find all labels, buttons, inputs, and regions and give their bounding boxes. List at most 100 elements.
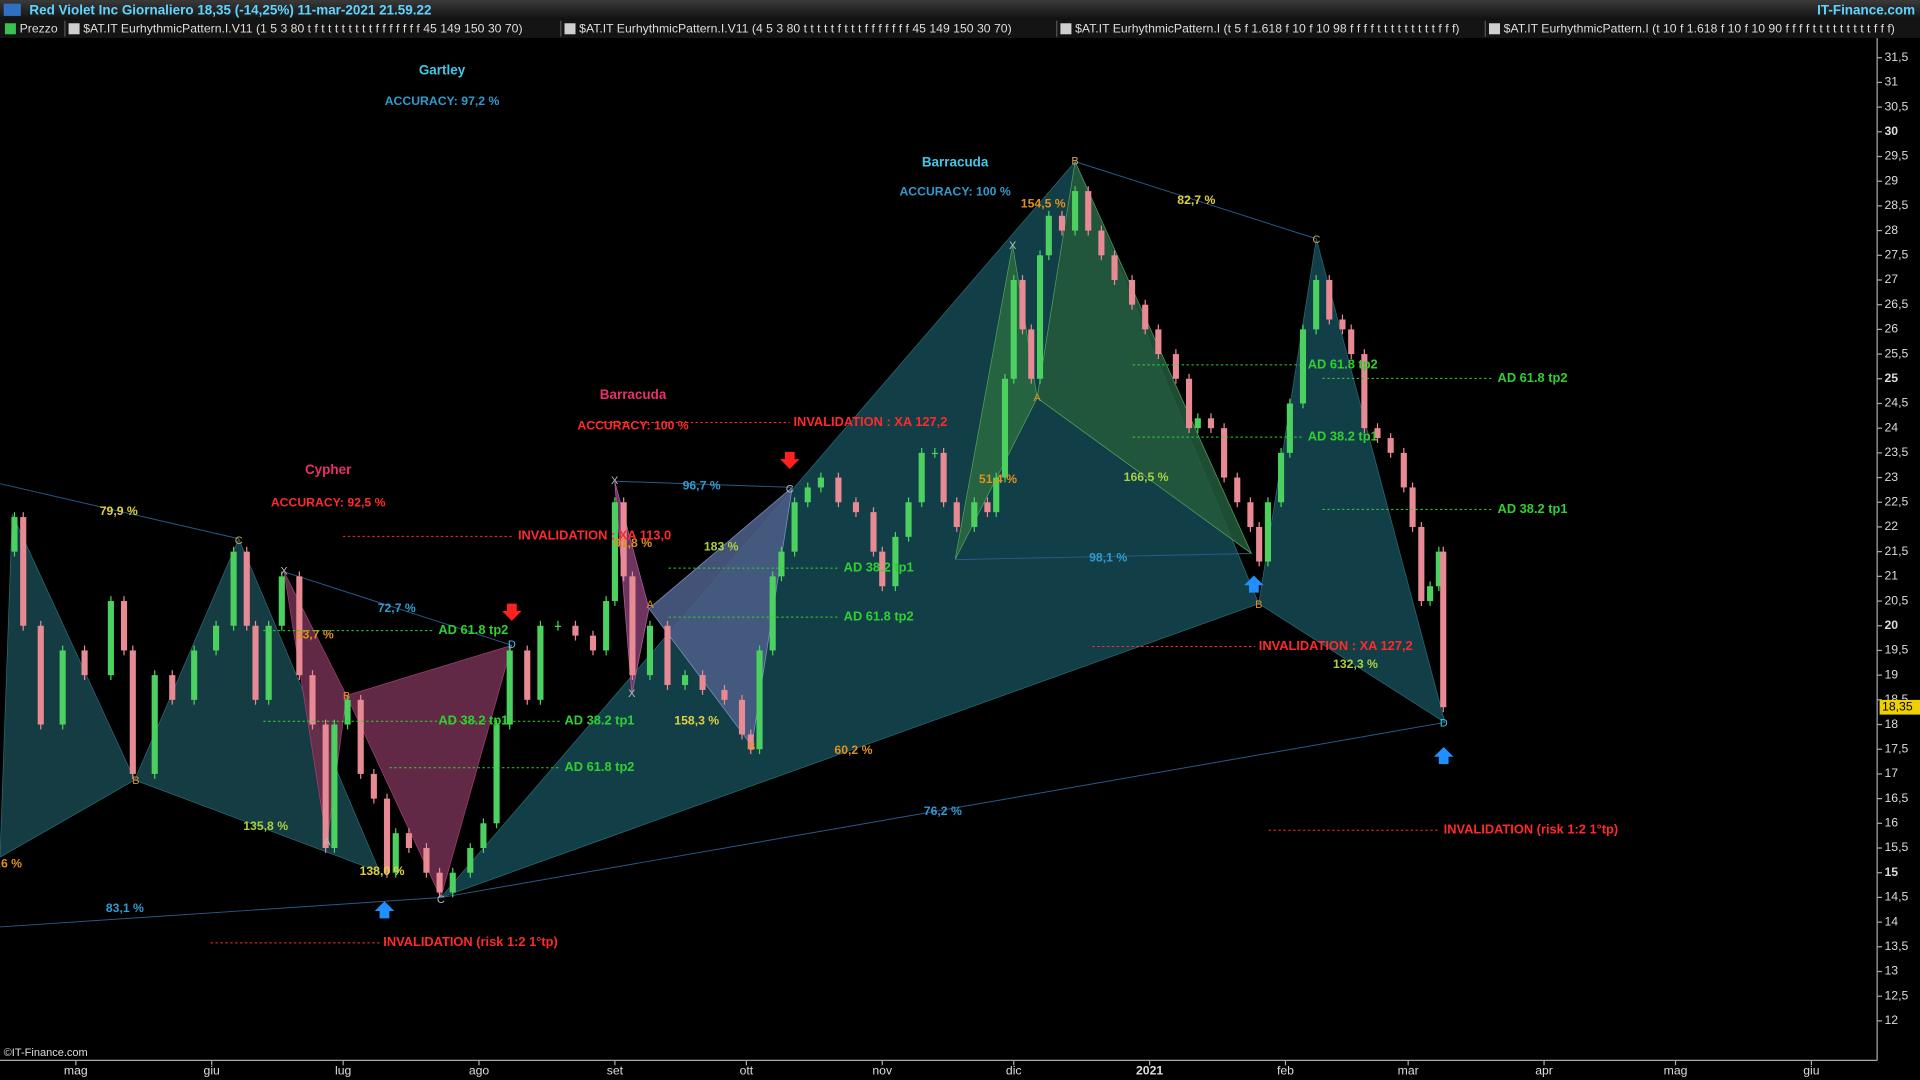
y-tick-label: 30,5	[1884, 99, 1908, 113]
candle-body	[191, 650, 198, 700]
candle-body	[129, 650, 136, 774]
annotation: 83,1 %	[106, 901, 144, 915]
level-label: INVALIDATION : XA 127,2	[793, 414, 947, 429]
x-tick-label: ott	[740, 1064, 754, 1078]
point-label: B	[1071, 156, 1078, 168]
y-tick-label: 31	[1884, 75, 1898, 89]
y-tick-label: 12,5	[1884, 988, 1908, 1002]
candle-body	[993, 477, 1000, 513]
candle-body	[747, 734, 754, 750]
tab-box	[1488, 23, 1500, 35]
y-tick-label: 16,5	[1884, 791, 1908, 805]
candle-body	[804, 487, 811, 503]
candle-body	[309, 675, 316, 725]
candle-body	[1348, 329, 1355, 355]
y-tick-label: 20,5	[1884, 593, 1908, 607]
candle-body	[879, 551, 886, 587]
y-tick-label: 26	[1884, 322, 1898, 336]
candle-body	[1221, 428, 1228, 478]
level-label: AD 38.2 tp1	[1498, 501, 1568, 516]
pattern-line	[0, 897, 441, 928]
candle-body	[322, 724, 329, 849]
annotation: 96,7 %	[683, 478, 721, 492]
last-price-label: 18,35	[1882, 699, 1913, 713]
candle-body	[1278, 452, 1285, 503]
point-label: B	[132, 775, 139, 787]
candle-body	[1172, 354, 1179, 379]
candle-body	[11, 517, 18, 552]
candle-body	[835, 477, 842, 503]
candle-body	[331, 724, 338, 849]
candle-body	[436, 872, 443, 893]
candle-body	[554, 625, 561, 627]
pattern-fill	[346, 644, 513, 899]
candle-body	[524, 650, 531, 700]
buy-arrow	[1433, 746, 1454, 765]
candle-body	[1286, 403, 1293, 453]
y-tick-label: 21	[1884, 569, 1898, 583]
annotation: 53,7 %	[296, 628, 334, 642]
candle-body	[738, 699, 746, 735]
tab-box	[68, 23, 80, 35]
tab-label: $AT.IT EurhythmicPattern.I (t 5 f 1.618 …	[1075, 22, 1459, 36]
candle-body	[1247, 502, 1254, 527]
candle-body	[918, 452, 925, 503]
header-title: Red Violet Inc Giornaliero 18,35 (-14,25…	[29, 3, 431, 18]
candle-body	[296, 576, 303, 676]
candle-body	[1418, 526, 1425, 602]
candle-body	[252, 625, 259, 700]
candle-body	[1019, 279, 1026, 330]
point-label: A	[1033, 392, 1041, 404]
pattern-line	[440, 721, 1445, 899]
tabs: Prezzo $AT.IT EurhythmicPattern.I.V11 (1 …	[4, 20, 1895, 37]
y-tick-label: 17	[1884, 766, 1898, 780]
annotation: 82,7 %	[1177, 193, 1215, 207]
candle-body	[817, 477, 824, 488]
candle-body	[572, 625, 579, 636]
candle-body	[1111, 255, 1118, 280]
annotation: ACCURACY: 100 %	[577, 418, 688, 432]
candle-body	[344, 699, 351, 725]
candle-body	[423, 848, 430, 873]
y-tick-label: 14	[1884, 914, 1898, 928]
y-tick-label: 31,5	[1884, 50, 1908, 64]
pattern-line	[614, 480, 793, 488]
candle-body	[1387, 438, 1394, 453]
pattern-line	[955, 552, 1252, 561]
candle-body	[506, 650, 513, 725]
point-label: C	[786, 484, 794, 496]
annotation: Gartley	[419, 63, 466, 78]
point-label: A	[323, 836, 331, 848]
x-tick-label: set	[607, 1064, 624, 1078]
candle-body	[1001, 378, 1009, 478]
y-tick-label: 15,5	[1884, 840, 1908, 854]
level-label: AD 61.8 tp2	[1498, 370, 1568, 385]
level-label: INVALIDATION : XA 113,0	[518, 528, 671, 543]
pattern-line	[283, 571, 512, 646]
candle-body	[852, 502, 860, 513]
candle-body	[589, 635, 597, 651]
annotation: 154,5 %	[1021, 197, 1066, 211]
candle-body	[791, 502, 798, 552]
annotation: 183 %	[704, 540, 739, 554]
candle-body	[107, 601, 114, 676]
pattern-fill	[0, 514, 136, 858]
candle-body	[383, 798, 391, 873]
y-tick-label: 29	[1884, 173, 1898, 187]
candle-body	[265, 625, 272, 700]
buy-arrow	[374, 901, 395, 919]
y-tick-label: 19	[1884, 667, 1898, 681]
point-label: D	[1440, 718, 1448, 730]
candle-body	[213, 625, 220, 651]
candle-body	[278, 576, 285, 626]
candle-body	[1409, 487, 1416, 527]
y-tick-label: 24	[1884, 420, 1898, 434]
x-tick-label: ago	[469, 1064, 490, 1078]
level-label: AD 61.8 tp2	[564, 759, 634, 774]
tab-label: $AT.IT EurhythmicPattern.I.V11 (1 5 3 80…	[83, 22, 522, 36]
y-tick-label: 13	[1884, 964, 1898, 978]
candle-body	[984, 502, 991, 513]
y-tick-label: 26,5	[1884, 297, 1908, 311]
annotation: 72,7 %	[378, 601, 416, 615]
candle-body	[120, 601, 128, 651]
